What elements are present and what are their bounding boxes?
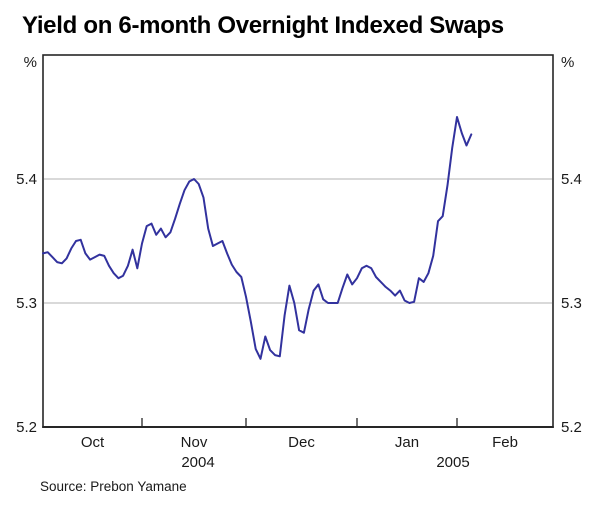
year-label-2005: 2005 bbox=[436, 454, 469, 471]
month-label-jan: Jan bbox=[395, 434, 419, 451]
y-axis-label-left-5.4: 5.4 bbox=[16, 171, 37, 188]
month-label-nov: Nov bbox=[181, 434, 208, 451]
month-label-feb: Feb bbox=[492, 434, 518, 451]
year-label-2004: 2004 bbox=[181, 454, 214, 471]
y-axis-label-left-5.2: 5.2 bbox=[16, 419, 37, 436]
plot-frame bbox=[42, 54, 554, 428]
y-axis-label-right-5.4: 5.4 bbox=[561, 171, 582, 188]
source-note: Source: Prebon Yamane bbox=[40, 479, 187, 494]
y-axis-unit-right: % bbox=[561, 54, 574, 71]
y-axis-unit-left: % bbox=[24, 54, 37, 71]
chart-title: Yield on 6-month Overnight Indexed Swaps bbox=[22, 12, 504, 39]
y-axis-label-right-5.2: 5.2 bbox=[561, 419, 582, 436]
y-axis-label-right-5.3: 5.3 bbox=[561, 295, 582, 312]
series-line-ois-yield bbox=[42, 116, 473, 360]
month-label-dec: Dec bbox=[288, 434, 315, 451]
month-label-oct: Oct bbox=[81, 434, 105, 451]
y-axis-label-left-5.3: 5.3 bbox=[16, 295, 37, 312]
